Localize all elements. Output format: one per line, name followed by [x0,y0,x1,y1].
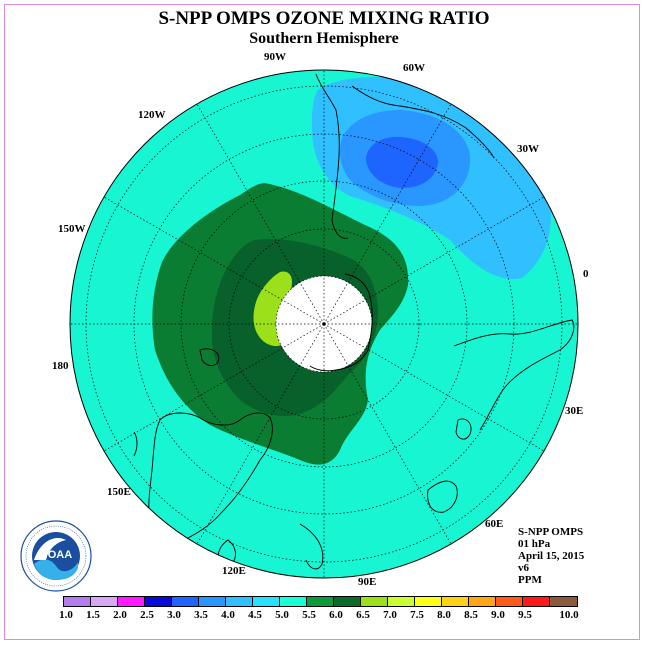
ozone-contour-deep-blue [366,136,438,188]
colorbar-swatch [361,597,388,606]
colorbar-tick-label: 1.5 [86,609,100,621]
colorbar-swatch [118,597,145,606]
colorbar-swatch [253,597,280,606]
colorbar-tick-label: 2.0 [113,609,127,621]
colorbar-swatch [415,597,442,606]
colorbar-swatch [307,597,334,606]
colorbar-tick-label: 7.0 [383,609,397,621]
info-date: April 15, 2015 [518,550,585,562]
colorbar-swatch [550,597,577,606]
info-block: S-NPP OMPS 01 hPa April 15, 2015 v6 PPM [518,526,584,586]
colorbar-swatch [496,597,523,606]
coastlines [133,73,575,570]
info-instrument: S-NPP OMPS [518,526,584,538]
colorbar-swatch [226,597,253,606]
noaa-logo-text: NOAA [40,549,72,561]
colorbar-tick-label: 4.5 [248,609,262,621]
lon-label-150e: 150E [107,486,131,498]
colorbar-swatch [388,597,415,606]
colorbar-swatch [523,597,550,606]
colorbar-ticks: 1.0 1.5 2.0 2.5 3.0 3.5 4.0 4.5 5.0 5.5 6.0 6.5 7.0 7… [0,609,648,623]
colorbar-tick-label: 1.0 [59,609,73,621]
south-pole-dot [322,322,326,326]
colorbar-swatch [442,597,469,606]
colorbar-tick-label: 10.0 [559,609,579,621]
colorbar-tick-label: 9.0 [491,609,505,621]
colorbar-tick-label: 2.5 [140,609,154,621]
colorbar-swatch [469,597,496,606]
lon-label-90w: 90W [264,51,286,63]
lon-label-120e: 120E [222,565,246,577]
colorbar-tick-label: 7.5 [410,609,424,621]
colorbar-swatch [172,597,199,606]
colorbar-tick-label: 8.5 [464,609,478,621]
colorbar-tick-label: 6.0 [329,609,343,621]
lon-label-180: 180 [52,360,69,372]
colorbar-tick-label: 4.0 [221,609,235,621]
map-title: S-NPP OMPS OZONE MIXING RATIO [158,8,490,29]
info-units: PPM [518,574,542,586]
colorbar-tick-label: 5.0 [275,609,289,621]
map-subtitle: Southern Hemisphere [249,30,399,47]
colorbar-swatch [91,597,118,606]
lon-label-60e: 60E [485,518,504,530]
lon-label-90e: 90E [358,576,377,588]
lon-label-120w: 120W [138,109,166,121]
meridians [70,70,578,578]
info-level: 01 hPa [518,538,551,550]
lon-label-150w: 150W [58,223,86,235]
colorbar-swatch [280,597,307,606]
lon-label-60w: 60W [403,62,425,74]
colorbar-tick-label: 8.0 [437,609,451,621]
map-border [69,69,579,579]
lon-label-30e: 30E [565,405,584,417]
colorbar-swatch [145,597,172,606]
colorbar-tick-label: 6.5 [356,609,370,621]
colorbar-swatch [334,597,361,606]
noaa-logo: NOAA [20,520,92,592]
colorbar-swatch [64,597,91,606]
colorbar [63,596,578,607]
info-version: v6 [518,562,529,574]
colorbar-swatch [199,597,226,606]
colorbar-tick-label: 9.5 [518,609,532,621]
lon-label-0: 0 [583,268,589,280]
lon-label-30w: 30W [517,143,539,155]
colorbar-tick-label: 3.5 [194,609,208,621]
colorbar-tick-label: 3.0 [167,609,181,621]
colorbar-tick-label: 5.5 [302,609,316,621]
figure-frame [4,4,640,640]
